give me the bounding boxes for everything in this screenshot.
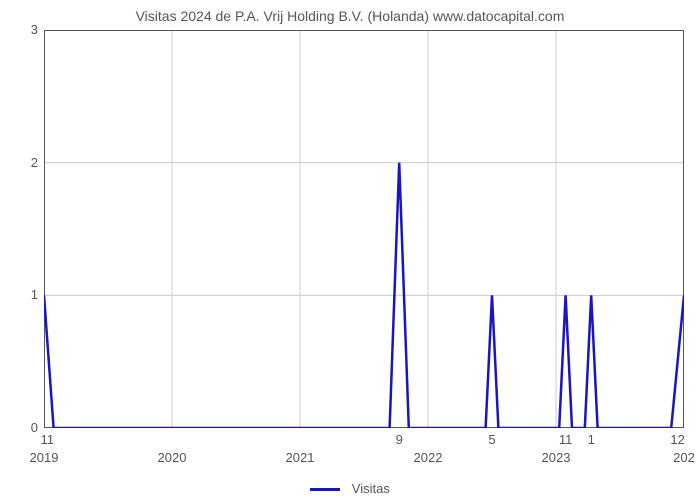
chart-figure: Visitas 2024 de P.A. Vrij Holding B.V. (…	[0, 0, 700, 500]
x-year-label: 2020	[158, 450, 187, 465]
point-label: 5	[488, 432, 495, 447]
legend-label: Visitas	[352, 481, 390, 496]
y-tick-label: 2	[10, 155, 38, 170]
x-year-label: 202	[673, 450, 695, 465]
x-year-label: 2019	[30, 450, 59, 465]
x-year-label: 2022	[414, 450, 443, 465]
point-label: 9	[396, 432, 403, 447]
point-label: 1	[588, 432, 595, 447]
y-tick-label: 0	[10, 420, 38, 435]
y-tick-label: 3	[10, 22, 38, 37]
plot-svg	[44, 30, 684, 428]
x-year-label: 2021	[286, 450, 315, 465]
y-tick-label: 1	[10, 287, 38, 302]
plot-area	[44, 30, 684, 428]
chart-title: Visitas 2024 de P.A. Vrij Holding B.V. (…	[0, 8, 700, 24]
x-year-label: 2023	[542, 450, 571, 465]
legend-swatch	[310, 488, 340, 491]
point-label: 12	[670, 432, 684, 447]
point-label: 11	[559, 432, 573, 447]
point-label: 11	[40, 432, 54, 447]
legend: Visitas	[0, 481, 700, 496]
